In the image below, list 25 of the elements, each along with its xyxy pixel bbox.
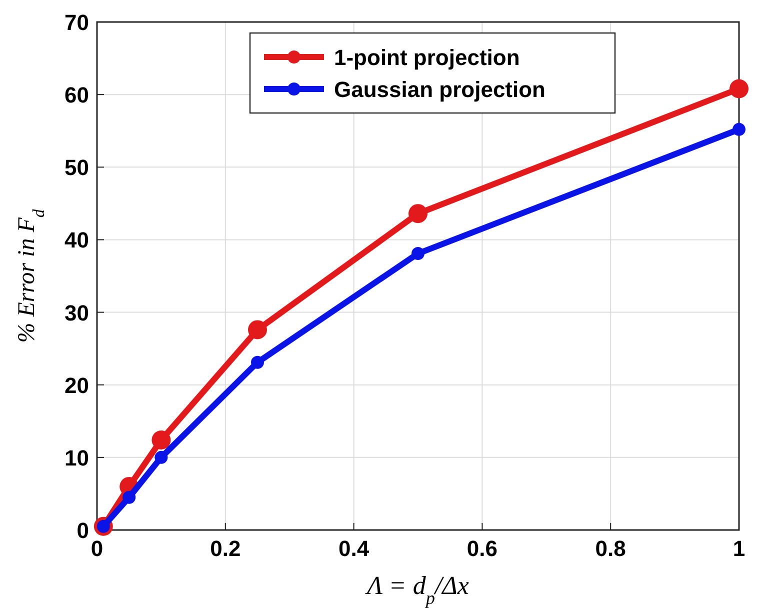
x-tick-label: 0.2 (210, 536, 241, 561)
legend-label: 1-point projection (334, 45, 520, 70)
x-tick-label: 0.6 (466, 536, 498, 561)
y-tick-label: 0 (76, 518, 89, 543)
y-tick-label: 60 (64, 82, 89, 108)
y-tick-label: 50 (64, 155, 89, 180)
point (730, 79, 748, 98)
x-tick-label: 0.8 (595, 536, 626, 561)
point (251, 356, 264, 369)
x-tick-label: 1 (732, 536, 746, 561)
y-tick-label: 70 (64, 10, 89, 35)
y-tick-label: 40 (64, 228, 89, 253)
y-tick-label: 10 (64, 445, 89, 470)
x-axis-title: Λ = d$_{p}$/Δx (364, 571, 470, 608)
point (152, 430, 171, 450)
point (412, 247, 424, 260)
point (248, 320, 267, 340)
point (154, 450, 168, 464)
x-tick-label: 0.4 (338, 536, 370, 561)
point (408, 204, 428, 224)
legend-label: Gaussian projection (334, 77, 546, 102)
point (732, 122, 746, 136)
point (122, 490, 136, 504)
y-tick-label: 30 (64, 300, 89, 326)
y-tick-label: 20 (64, 372, 89, 398)
